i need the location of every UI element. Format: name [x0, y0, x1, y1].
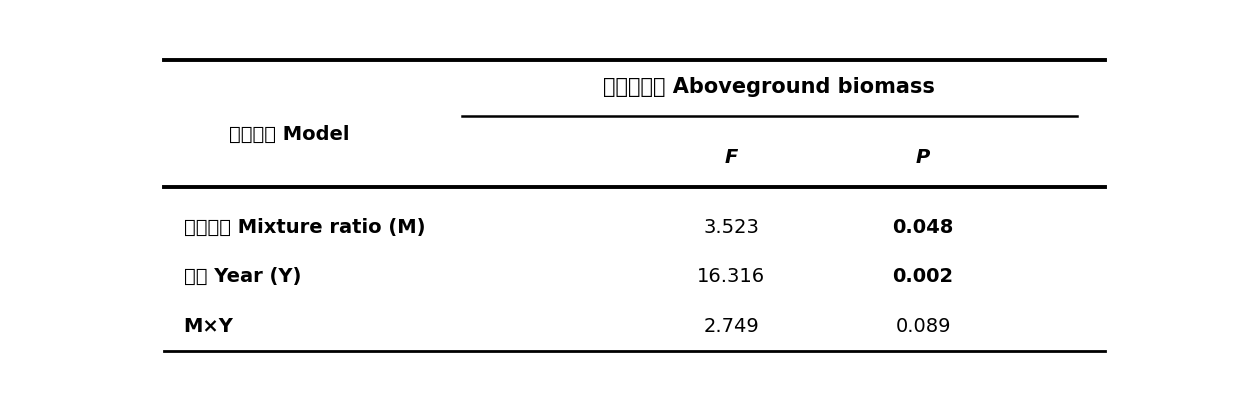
- Text: 2.749: 2.749: [704, 316, 758, 336]
- Text: 0.089: 0.089: [896, 316, 950, 336]
- Text: 因素模型 Model: 因素模型 Model: [229, 125, 349, 144]
- Text: 0.048: 0.048: [892, 218, 954, 237]
- Text: P: P: [916, 148, 930, 167]
- Text: 混播比例 Mixture ratio (M): 混播比例 Mixture ratio (M): [183, 218, 425, 237]
- Text: 3.523: 3.523: [703, 218, 760, 237]
- Text: 16.316: 16.316: [698, 267, 764, 286]
- Text: M×Y: M×Y: [183, 316, 234, 336]
- Text: F: F: [725, 148, 737, 167]
- Text: 地上生物量 Aboveground biomass: 地上生物量 Aboveground biomass: [603, 77, 935, 97]
- Text: 年份 Year (Y): 年份 Year (Y): [183, 267, 301, 286]
- Text: 0.002: 0.002: [892, 267, 954, 286]
